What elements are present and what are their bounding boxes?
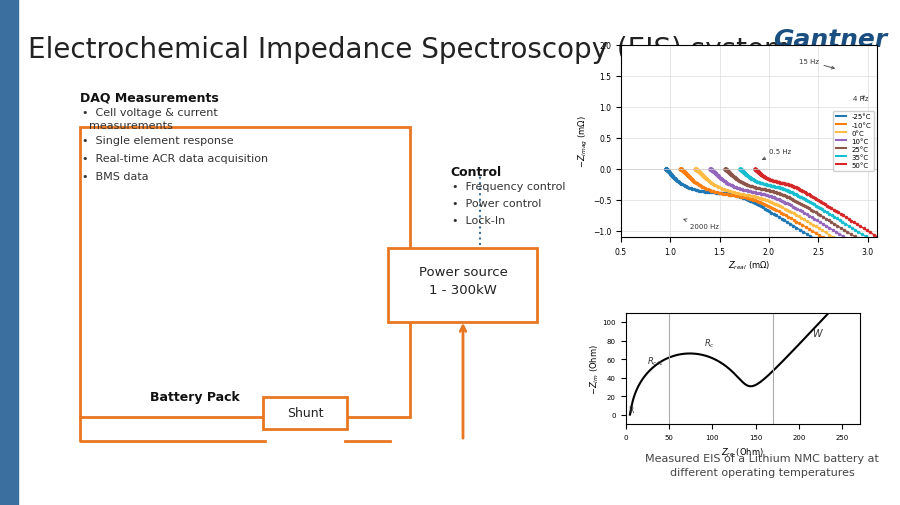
- FancyBboxPatch shape: [263, 397, 347, 429]
- Text: •  Power control: • Power control: [452, 198, 542, 209]
- Text: Shunt: Shunt: [287, 407, 323, 420]
- Text: instruments: instruments: [788, 48, 871, 62]
- Y-axis label: $-Z_{imag}$ (m$\Omega$): $-Z_{imag}$ (m$\Omega$): [577, 115, 590, 168]
- Text: CPE: CPE: [692, 129, 706, 135]
- Text: $R_c$: $R_c$: [704, 336, 715, 349]
- Text: CPE: CPE: [743, 129, 757, 135]
- Text: W: W: [760, 90, 767, 96]
- X-axis label: $Z_{re}$ (Ohm): $Z_{re}$ (Ohm): [721, 445, 764, 458]
- Text: Power source
1 - 300kW: Power source 1 - 300kW: [418, 265, 508, 296]
- Text: Theoretical Nyquist curve: Theoretical Nyquist curve: [681, 208, 842, 221]
- Text: DAQ Measurements: DAQ Measurements: [80, 91, 219, 104]
- Text: 15 Hz: 15 Hz: [798, 59, 834, 70]
- Text: 4 Hz: 4 Hz: [853, 96, 868, 102]
- Text: Gantner: Gantner: [773, 28, 887, 52]
- Text: Battery Pack: Battery Pack: [150, 390, 239, 403]
- Text: •  Lock-In: • Lock-In: [452, 216, 505, 226]
- Bar: [0, 0, 18, 505]
- Text: W: W: [812, 328, 822, 338]
- Text: •  Single element response: • Single element response: [82, 136, 234, 146]
- Text: 2000 Hz: 2000 Hz: [684, 219, 719, 229]
- Text: Control: Control: [450, 166, 501, 179]
- Text: $R_{ct1}$: $R_{ct1}$: [647, 355, 663, 368]
- Y-axis label: $-Z_{im}$ (Ohm): $-Z_{im}$ (Ohm): [589, 343, 601, 394]
- Bar: [80, 128, 410, 417]
- Text: Electrochemical Impedance Spectroscopy (EIS) system: Electrochemical Impedance Spectroscopy (…: [28, 36, 791, 64]
- Text: Measured EIS of a Lithium NMC battery at
different operating temperatures: Measured EIS of a Lithium NMC battery at…: [645, 453, 879, 477]
- X-axis label: $Z_{real}$ (m$\Omega$): $Z_{real}$ (m$\Omega$): [728, 259, 770, 271]
- Text: 0.5 Hz: 0.5 Hz: [762, 149, 791, 160]
- FancyBboxPatch shape: [388, 248, 537, 322]
- Text: •  Frequency control: • Frequency control: [452, 182, 565, 191]
- Text: •  Cell voltage & current
  measurements: • Cell voltage & current measurements: [82, 108, 218, 131]
- Bar: [756, 88, 770, 98]
- Legend: -25°C, -10°C, 0°C, 10°C, 25°C, 35°C, 50°C: -25°C, -10°C, 0°C, 10°C, 25°C, 35°C, 50°…: [832, 112, 874, 171]
- Text: •  Real-time ACR data acquisition: • Real-time ACR data acquisition: [82, 154, 268, 164]
- Text: •  BMS data: • BMS data: [82, 172, 148, 182]
- Text: Equivalent circuit: Equivalent circuit: [707, 61, 816, 74]
- Text: R: R: [628, 405, 634, 414]
